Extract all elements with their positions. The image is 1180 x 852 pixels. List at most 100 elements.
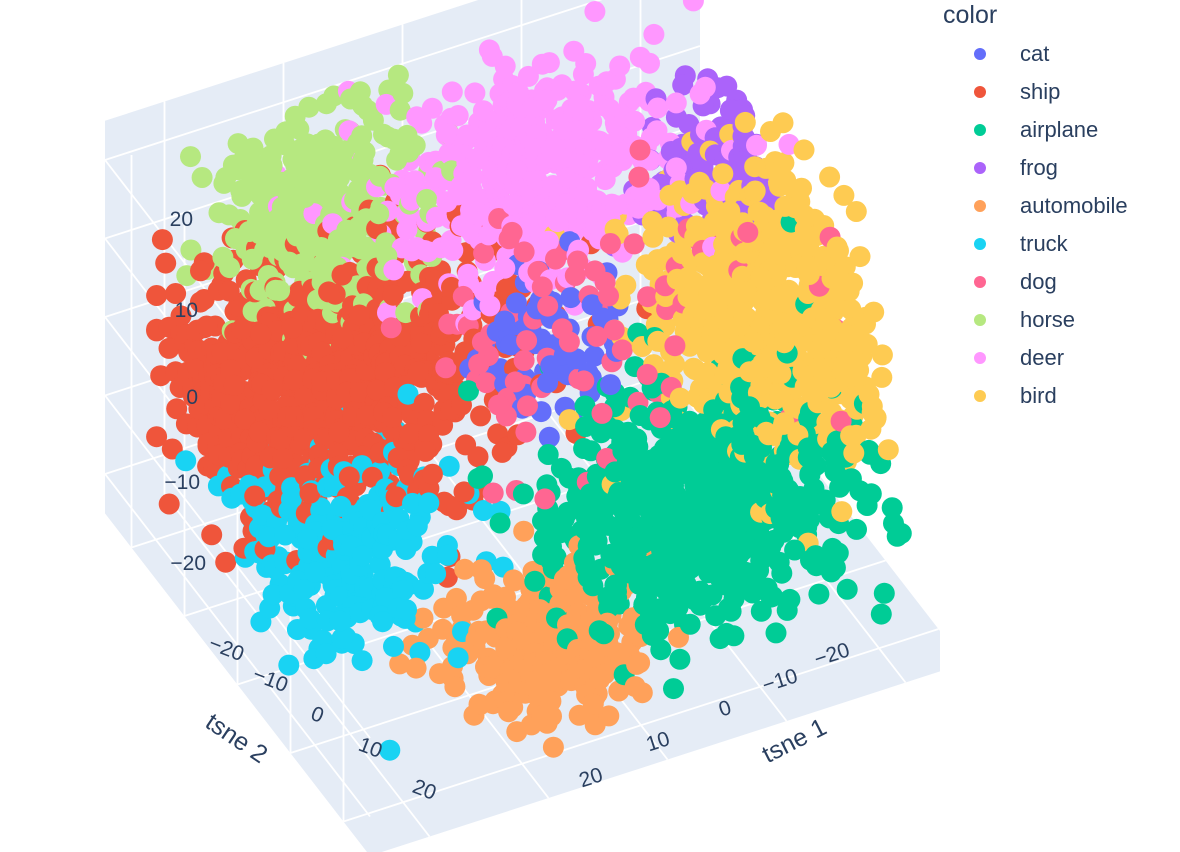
data-point-automobile xyxy=(495,637,517,659)
data-point-ship xyxy=(248,421,270,443)
data-point-automobile xyxy=(542,736,564,758)
data-point-automobile xyxy=(582,693,604,715)
data-point-truck xyxy=(280,488,302,510)
data-point-deer xyxy=(682,0,704,12)
data-point-bird xyxy=(865,407,887,428)
data-point-ship xyxy=(332,327,354,349)
data-point-automobile xyxy=(589,668,611,690)
data-point-cat xyxy=(581,294,603,316)
data-point-airplane xyxy=(641,554,663,576)
data-point-ship xyxy=(348,304,370,326)
legend-label: ship xyxy=(1020,79,1061,104)
data-point-cat xyxy=(583,345,605,367)
data-point-ship xyxy=(356,405,378,426)
data-point-deer xyxy=(437,123,459,144)
data-point-dog xyxy=(380,317,402,339)
data-point-truck xyxy=(351,650,373,672)
data-point-truck xyxy=(402,492,423,514)
legend-marker xyxy=(974,86,986,98)
data-point-horse xyxy=(275,208,297,230)
data-point-dog xyxy=(591,402,613,424)
data-point-deer xyxy=(478,224,500,246)
data-point-bird xyxy=(769,243,791,265)
data-point-horse xyxy=(310,237,332,258)
legend-item-airplane[interactable]: airplane xyxy=(940,111,1170,149)
data-point-airplane xyxy=(873,582,895,604)
data-point-cat xyxy=(600,374,621,396)
data-point-deer xyxy=(462,166,484,188)
data-point-ship xyxy=(382,406,403,428)
data-point-horse xyxy=(357,100,379,121)
data-point-cat xyxy=(566,348,587,370)
data-point-ship xyxy=(294,385,315,407)
data-point-airplane xyxy=(724,468,746,490)
data-point-horse xyxy=(354,141,376,163)
data-point-deer xyxy=(572,63,594,85)
data-point-deer xyxy=(538,52,560,74)
data-point-bird xyxy=(558,409,580,431)
data-point-truck xyxy=(395,539,417,560)
data-point-ship xyxy=(421,463,443,485)
data-point-deer xyxy=(396,219,418,241)
data-point-automobile xyxy=(429,663,450,685)
data-point-bird xyxy=(808,356,830,378)
legend-item-bird[interactable]: bird xyxy=(940,377,1170,415)
data-point-ship xyxy=(250,323,272,345)
data-point-bird xyxy=(840,425,862,447)
data-point-horse xyxy=(259,237,281,258)
data-point-ship xyxy=(366,379,388,401)
data-point-ship xyxy=(231,318,253,340)
legend-item-dog[interactable]: dog xyxy=(940,263,1170,301)
data-point-deer xyxy=(425,206,447,228)
data-point-deer xyxy=(646,120,668,142)
data-point-bird xyxy=(778,321,800,343)
data-point-bird xyxy=(877,439,899,461)
data-point-dog xyxy=(545,248,566,270)
data-point-deer xyxy=(441,81,463,103)
data-point-airplane xyxy=(801,448,823,470)
data-point-dog xyxy=(603,319,625,341)
data-point-airplane xyxy=(532,510,553,532)
legend-item-cat[interactable]: cat xyxy=(940,35,1170,73)
data-point-automobile xyxy=(483,655,505,677)
data-point-airplane xyxy=(717,555,739,577)
data-point-airplane xyxy=(472,465,493,487)
data-point-airplane xyxy=(689,594,711,616)
data-point-horse xyxy=(218,204,240,226)
data-point-bird xyxy=(677,286,699,308)
data-point-dog xyxy=(504,371,526,393)
data-point-ship xyxy=(338,466,360,488)
data-point-truck xyxy=(304,561,326,583)
data-point-airplane xyxy=(784,539,806,561)
legend-item-horse[interactable]: horse xyxy=(940,301,1170,339)
data-point-ship xyxy=(467,446,489,468)
legend-item-truck[interactable]: truck xyxy=(940,225,1170,263)
data-point-ship xyxy=(146,285,168,306)
legend-item-ship[interactable]: ship xyxy=(940,73,1170,111)
data-point-airplane xyxy=(822,537,843,559)
data-point-deer xyxy=(400,189,422,211)
data-point-airplane xyxy=(680,558,701,579)
data-point-bird xyxy=(677,266,699,288)
data-point-dog xyxy=(515,421,537,443)
data-point-ship xyxy=(158,337,180,359)
data-point-airplane xyxy=(587,489,608,511)
data-point-bird xyxy=(750,267,772,289)
data-point-airplane xyxy=(808,583,830,605)
legend-item-deer[interactable]: deer xyxy=(940,339,1170,377)
data-point-horse xyxy=(389,99,411,121)
data-point-ship xyxy=(281,317,303,339)
data-point-truck xyxy=(297,528,318,550)
legend-item-automobile[interactable]: automobile xyxy=(940,187,1170,225)
data-point-airplane xyxy=(886,525,908,547)
data-point-ship xyxy=(491,441,513,463)
data-point-ship xyxy=(201,524,223,546)
data-point-airplane xyxy=(704,516,726,538)
data-point-truck xyxy=(329,610,351,632)
legend-marker xyxy=(974,48,986,60)
data-point-airplane xyxy=(575,416,597,437)
legend-label: bird xyxy=(1020,383,1057,408)
legend-label: cat xyxy=(1020,41,1050,66)
legend-item-frog[interactable]: frog xyxy=(940,149,1170,187)
